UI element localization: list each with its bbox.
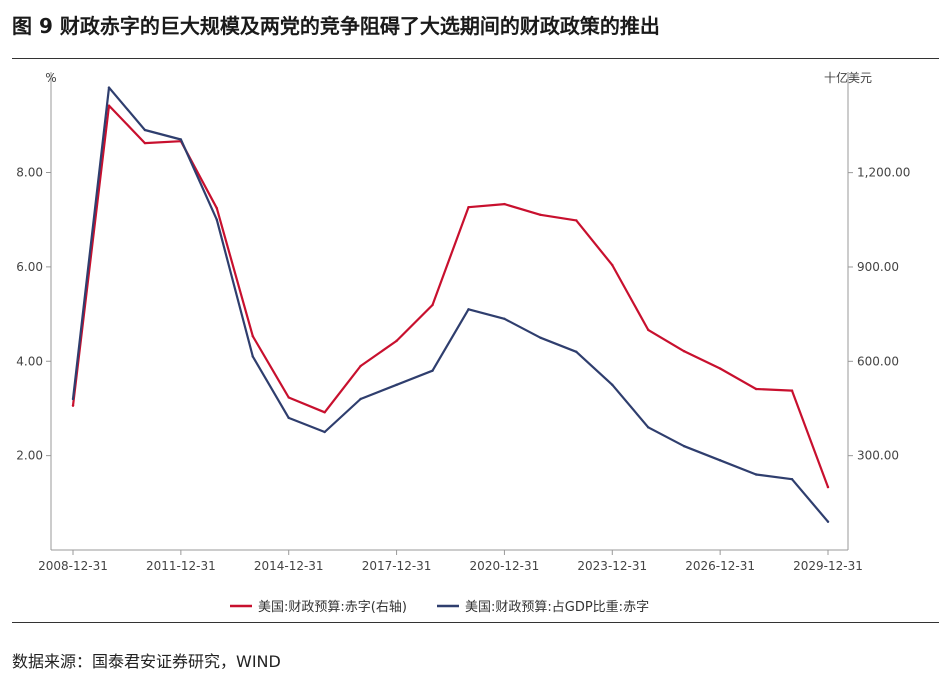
deficit-data-point xyxy=(143,141,147,145)
right-axis-unit: 十亿美元 xyxy=(824,70,872,85)
deficit-data-point xyxy=(287,396,290,399)
x-tick-label: 2011-12-31 xyxy=(146,559,216,573)
deficit-gdp-ratio-data-point xyxy=(503,317,506,320)
deficit-gdp-ratio-data-point xyxy=(251,355,254,358)
footer-divider xyxy=(12,622,939,623)
y-left-tick-label: 8.00 xyxy=(16,166,43,180)
deficit-data-point xyxy=(826,485,830,489)
y-left-tick-label: 6.00 xyxy=(16,260,43,274)
deficit-data-point xyxy=(251,334,254,338)
deficit-gdp-ratio-data-point xyxy=(611,383,614,387)
deficit-gdp-ratio-data-point xyxy=(323,430,326,434)
deficit-gdp-ratio-data-point xyxy=(287,416,290,420)
legend-label: 美国:财政预算:赤字(右轴) xyxy=(258,600,407,615)
deficit-gdp-ratio-data-point xyxy=(539,336,542,339)
deficit-gdp-ratio-data-point xyxy=(359,397,362,401)
deficit-data-point xyxy=(395,339,398,343)
deficit-gdp-ratio-data-point xyxy=(754,473,758,476)
left-axis-unit: % xyxy=(45,71,56,85)
deficit-gdp-ratio-data-point xyxy=(71,397,75,401)
y-right-tick-label: 900.00 xyxy=(857,260,899,274)
y-left-tick-label: 2.00 xyxy=(16,449,43,463)
deficit-gdp-ratio-data-point xyxy=(395,383,398,387)
deficit-data-point xyxy=(647,328,650,332)
deficit-gdp-ratio-data-point xyxy=(826,520,830,523)
deficit-data-point xyxy=(790,389,794,392)
deficit-gdp-ratio-data-point xyxy=(467,308,470,311)
data-source-note: 数据来源：国泰君安证券研究，WIND xyxy=(12,652,281,671)
deficit-data-point xyxy=(431,303,434,307)
deficit-data-point xyxy=(323,411,326,414)
chart-legend: 美国:财政预算:赤字(右轴) 美国:财政预算:占GDP比重:赤字 xyxy=(230,599,649,615)
deficit-data-point xyxy=(503,202,506,206)
deficit-data-point xyxy=(611,263,614,267)
x-tick-label: 2017-12-31 xyxy=(362,559,432,573)
x-tick-label: 2020-12-31 xyxy=(470,559,540,573)
x-tick-label: 2008-12-31 xyxy=(38,559,108,573)
deficit-gdp-ratio-data-point xyxy=(647,426,650,429)
deficit-data-point xyxy=(467,206,470,209)
y-right-tick-label: 600.00 xyxy=(857,354,899,368)
deficit-data-point xyxy=(71,404,75,407)
x-tick-label: 2029-12-31 xyxy=(793,559,863,573)
y-right-tick-label: 1,200.00 xyxy=(857,166,910,180)
deficit-data-point xyxy=(682,350,686,353)
deficit-gdp-ratio-data-point xyxy=(682,444,686,448)
deficit-gdp-ratio-data-point xyxy=(575,350,578,354)
deficit-gdp-ratio-data-point xyxy=(790,478,794,481)
y-right-tick-label: 300.00 xyxy=(857,449,899,463)
deficit-gdp-ratio-data-point xyxy=(718,459,722,462)
legend-label: 美国:财政预算:占GDP比重:赤字 xyxy=(465,599,649,615)
figure-title: 图 9 财政赤字的巨大规模及两党的竞争阻碍了大选期间的财政政策的推出 xyxy=(12,14,660,38)
x-tick-label: 2023-12-31 xyxy=(577,559,647,573)
y-left-tick-label: 4.00 xyxy=(16,354,43,368)
deficit-gdp-ratio-data-point xyxy=(431,369,434,372)
deficit-data-point xyxy=(718,367,722,370)
deficit-data-point xyxy=(754,387,758,391)
title-divider xyxy=(12,58,939,59)
deficit-data-point xyxy=(107,104,111,107)
deficit-data-point xyxy=(359,364,362,368)
deficit-gdp-ratio-series-line xyxy=(71,86,830,523)
chart-series xyxy=(71,86,830,523)
x-tick-label: 2026-12-31 xyxy=(685,559,755,573)
deficit-gdp-ratio-data-point xyxy=(107,86,111,89)
deficit-gdp-ratio-data-point xyxy=(179,138,183,141)
deficit-data-point xyxy=(539,213,542,216)
deficit-data-point xyxy=(215,206,219,210)
x-tick-label: 2014-12-31 xyxy=(254,559,324,573)
deficit-gdp-ratio-data-point xyxy=(143,128,147,132)
deficit-gdp-ratio-data-point xyxy=(215,218,219,221)
chart-axes: % 十亿美元 2.00 4.00 6.00 8.00 300.00 600.00 900.00 1… xyxy=(16,70,910,573)
deficit-series-line xyxy=(71,104,830,489)
deficit-data-point xyxy=(575,219,578,222)
